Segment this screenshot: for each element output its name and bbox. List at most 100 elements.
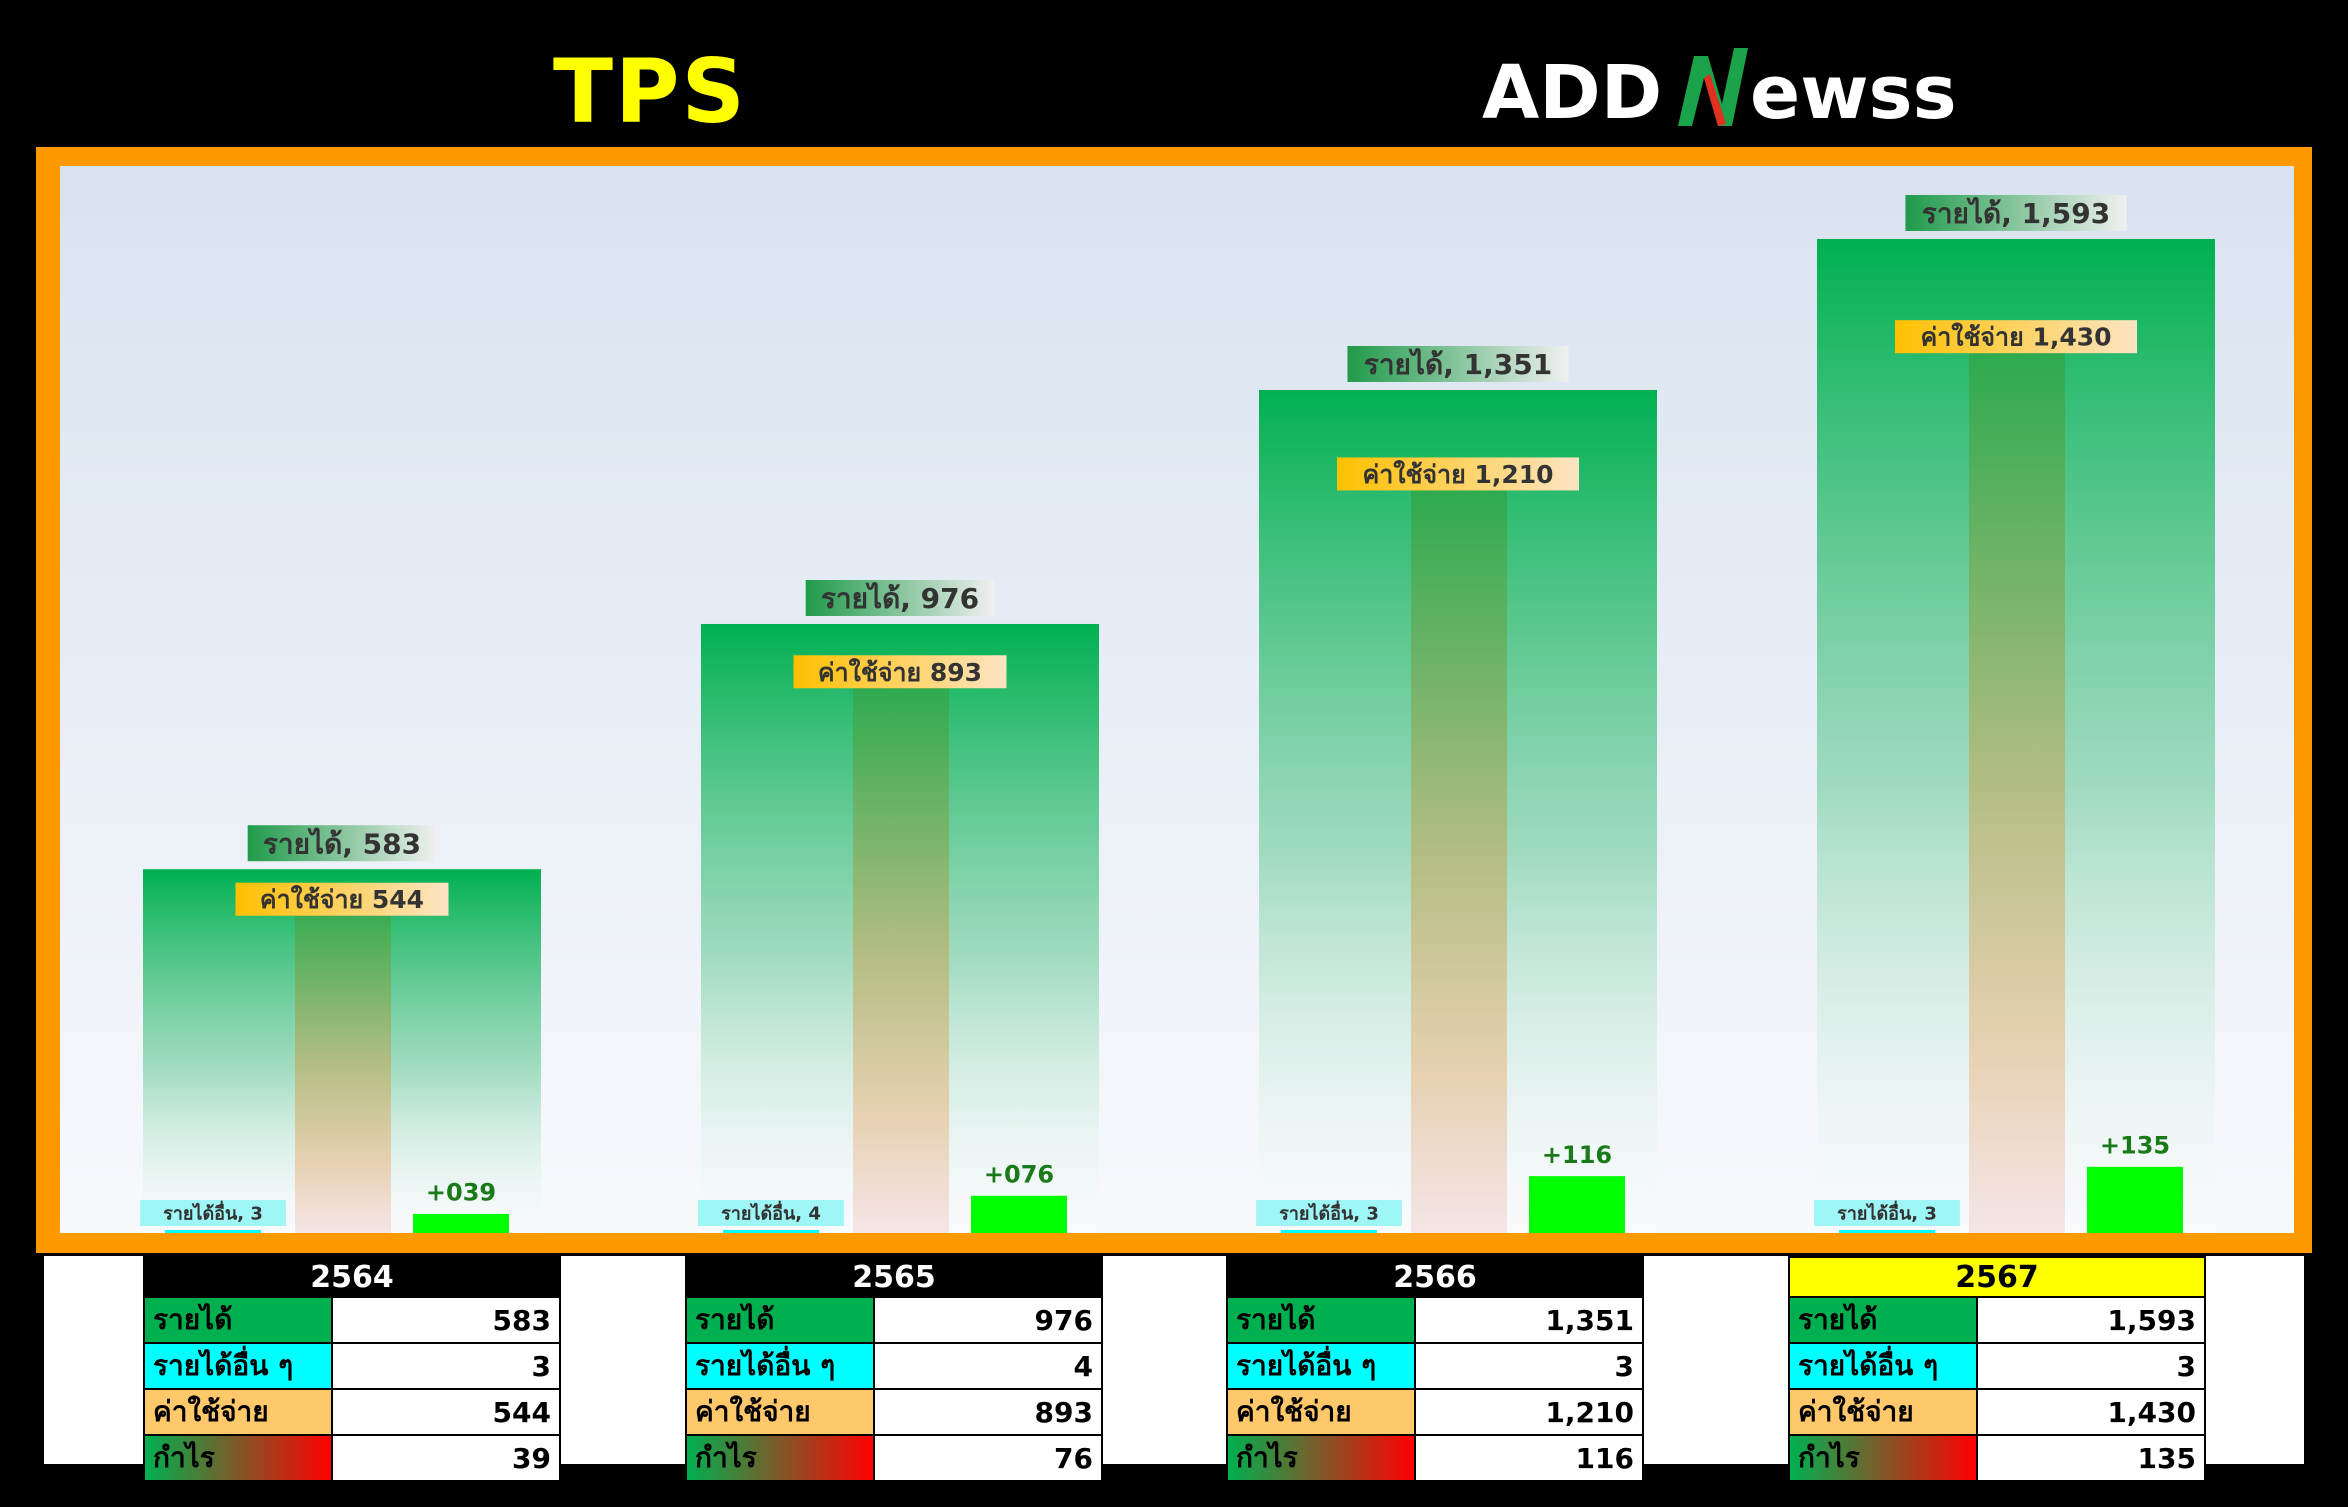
row-label: รายได้อื่น ๆ — [1226, 1342, 1416, 1390]
year-table-2565: 2565 รายได้ 976 รายได้อื่น ๆ 4 ค่าใช้จ่าย 893 ก… — [685, 1256, 1103, 1482]
table-row: รายได้ 976 — [685, 1296, 1103, 1344]
expense-label-bg — [793, 655, 1007, 689]
year-table-2567: 2567 รายได้ 1,593 รายได้อื่น ๆ 3 ค่าใช้จ่าย 1,… — [1788, 1256, 2206, 1482]
row-label: ค่าใช้จ่าย — [685, 1388, 875, 1436]
summary-tables: 2564 รายได้ 583 รายได้อื่น ๆ 3 ค่าใช้จ่าย 544 ก… — [44, 1256, 2304, 1482]
expense-bar — [1969, 340, 2065, 1233]
table-row: รายได้ 1,351 — [1226, 1296, 1644, 1344]
svg-text:ADD: ADD — [1482, 50, 1662, 136]
table-row: กำไร 116 — [1226, 1434, 1644, 1482]
other-income-label: รายได้อื่น, 3 — [163, 1200, 263, 1224]
row-label: รายได้ — [685, 1296, 875, 1344]
table-row: ค่าใช้จ่าย 1,430 — [1788, 1388, 2206, 1436]
row-value: 4 — [873, 1342, 1103, 1390]
row-value: 1,351 — [1414, 1296, 1644, 1344]
row-label: กำไร — [685, 1434, 875, 1482]
row-value: 1,430 — [1976, 1388, 2206, 1436]
expense-bar — [1411, 477, 1507, 1233]
profit-label: +076 — [984, 1160, 1054, 1188]
revenue-label: รายได้, 976 — [821, 582, 979, 615]
expense-label-bg — [1337, 457, 1579, 491]
row-label: รายได้ — [143, 1296, 333, 1344]
addnewss-logo: ADD ewss — [1482, 48, 1957, 136]
row-label: รายได้ — [1788, 1296, 1978, 1344]
row-label: รายได้อื่น ๆ — [1788, 1342, 1978, 1390]
plot-area: รายได้, 583 ค่าใช้จ่าย 544 รายได้อื่น, 3 +0… — [60, 166, 2294, 1233]
other-income-bar — [1839, 1230, 1935, 1233]
row-value: 1,593 — [1976, 1296, 2206, 1344]
table-row: รายได้ 1,593 — [1788, 1296, 2206, 1344]
profit-bar — [413, 1213, 509, 1233]
row-label: กำไร — [1226, 1434, 1416, 1482]
row-value: 544 — [331, 1388, 561, 1436]
row-value: 135 — [1976, 1434, 2206, 1482]
profit-bar — [2087, 1166, 2183, 1233]
expense-label: ค่าใช้จ่าย 544 — [260, 884, 424, 914]
other-income-label: รายได้อื่น, 3 — [1837, 1200, 1937, 1224]
row-value: 116 — [1414, 1434, 1644, 1482]
profit-label: +039 — [426, 1179, 496, 1207]
row-value: 583 — [331, 1296, 561, 1344]
row-label: กำไร — [1788, 1434, 1978, 1482]
expense-label: ค่าใช้จ่าย 1,210 — [1362, 459, 1553, 489]
table-row: ค่าใช้จ่าย 544 — [143, 1388, 561, 1436]
other-income-bar — [723, 1230, 819, 1233]
expense-label: ค่าใช้จ่าย 1,430 — [1920, 322, 2111, 352]
chart-frame: รายได้, 583 ค่าใช้จ่าย 544 รายได้อื่น, 3 +0… — [36, 147, 2312, 1253]
row-value: 1,210 — [1414, 1388, 1644, 1436]
other-income-bar — [1281, 1230, 1377, 1233]
row-label: ค่าใช้จ่าย — [143, 1388, 333, 1436]
profit-bar — [971, 1195, 1067, 1233]
other-income-label-bg — [1814, 1200, 1960, 1226]
year-table-2564: 2564 รายได้ 583 รายได้อื่น ๆ 3 ค่าใช้จ่าย 544 ก… — [143, 1256, 561, 1482]
table-row: รายได้ 583 — [143, 1296, 561, 1344]
row-label: กำไร — [143, 1434, 333, 1482]
year-header: 2567 — [1788, 1256, 2206, 1298]
profit-bar — [1529, 1176, 1625, 1233]
row-value: 3 — [1976, 1342, 2206, 1390]
table-row: กำไร 135 — [1788, 1434, 2206, 1482]
other-income-bar — [165, 1230, 261, 1233]
row-value: 893 — [873, 1388, 1103, 1436]
table-row: กำไร 76 — [685, 1434, 1103, 1482]
expense-label-bg — [235, 882, 449, 916]
other-income-label: รายได้อื่น, 4 — [721, 1200, 821, 1224]
table-row: ค่าใช้จ่าย 893 — [685, 1388, 1103, 1436]
row-label: ค่าใช้จ่าย — [1788, 1388, 1978, 1436]
revenue-label-bg — [805, 579, 995, 616]
revenue-label-bg — [247, 825, 437, 862]
profit-label: +116 — [1542, 1141, 1612, 1169]
revenue-label: รายได้, 1,593 — [1922, 197, 2110, 230]
expense-label-bg — [1895, 320, 2137, 354]
year-header: 2564 — [143, 1256, 561, 1298]
row-label: รายได้อื่น ๆ — [143, 1342, 333, 1390]
other-income-label-bg — [698, 1200, 844, 1226]
row-value: 3 — [331, 1342, 561, 1390]
row-value: 76 — [873, 1434, 1103, 1482]
revenue-label-bg — [1347, 345, 1569, 382]
row-value: 976 — [873, 1296, 1103, 1344]
bar-chart: รายได้, 583 ค่าใช้จ่าย 544 รายได้อื่น, 3 +0… — [140, 194, 2215, 1233]
other-income-label: รายได้อื่น, 3 — [1279, 1200, 1379, 1224]
expense-bar — [295, 893, 391, 1233]
row-label: ค่าใช้จ่าย — [1226, 1388, 1416, 1436]
revenue-label: รายได้, 1,351 — [1364, 348, 1552, 381]
svg-text:ewss: ewss — [1750, 50, 1957, 136]
row-label: รายได้อื่น ๆ — [685, 1342, 875, 1390]
expense-bar — [853, 675, 949, 1233]
other-income-label-bg — [140, 1200, 286, 1226]
revenue-label: รายได้, 583 — [263, 827, 421, 860]
revenue-label-bg — [1905, 194, 2127, 231]
year-header: 2566 — [1226, 1256, 1644, 1298]
profit-label: +135 — [2100, 1131, 2170, 1159]
ticker-title: TPS — [553, 40, 747, 143]
other-income-label-bg — [1256, 1200, 1402, 1226]
row-label: รายได้ — [1226, 1296, 1416, 1344]
table-row: กำไร 39 — [143, 1434, 561, 1482]
year-table-2566: 2566 รายได้ 1,351 รายได้อื่น ๆ 3 ค่าใช้จ่าย 1,… — [1226, 1256, 1644, 1482]
row-value: 3 — [1414, 1342, 1644, 1390]
